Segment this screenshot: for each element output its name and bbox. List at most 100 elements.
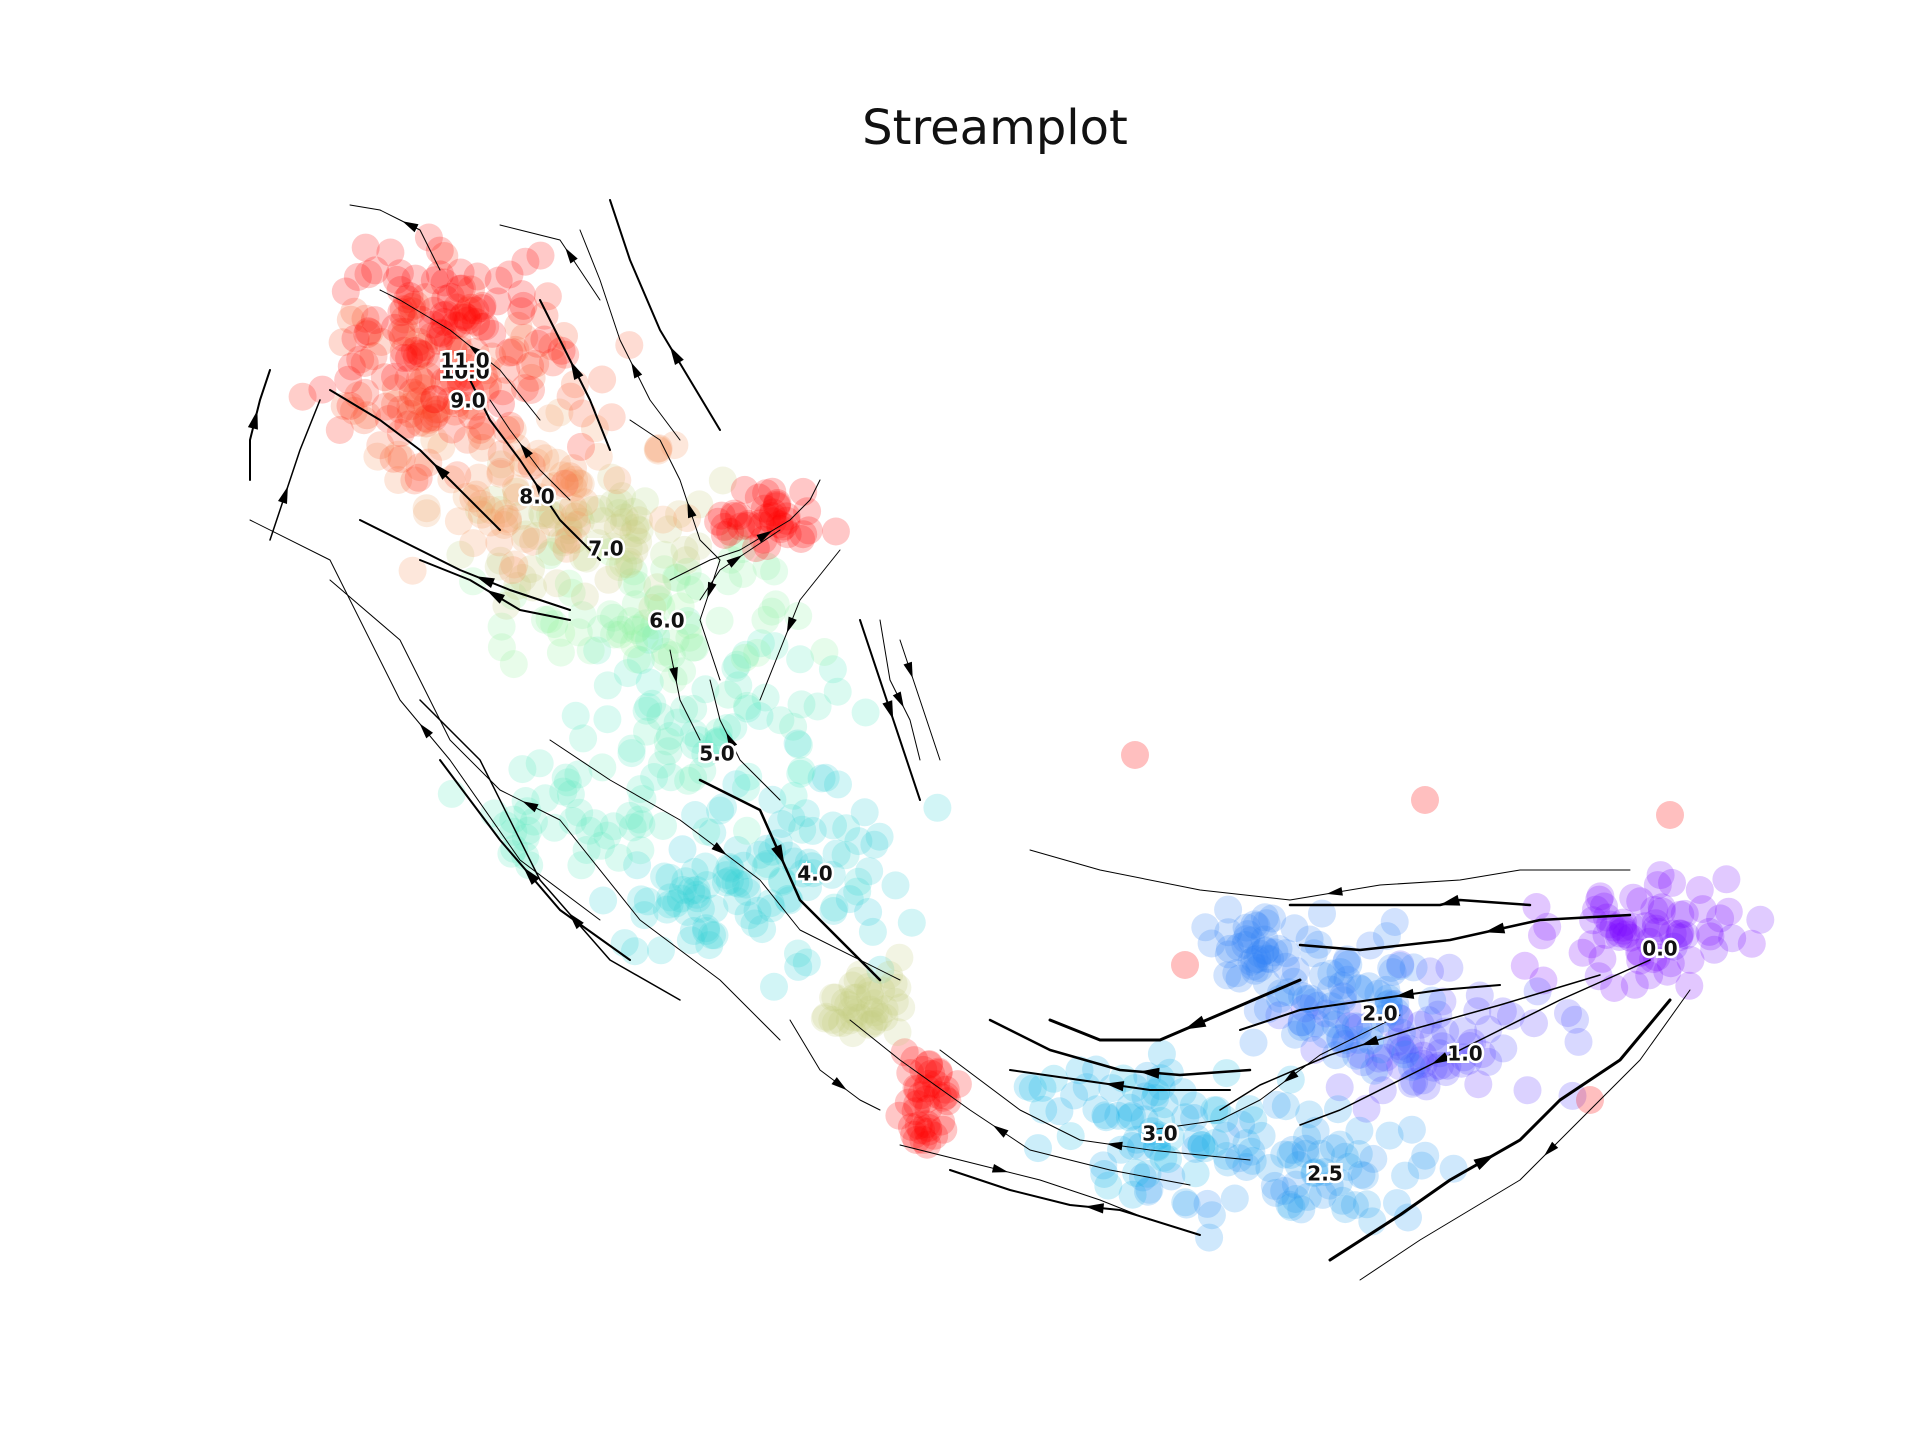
cell-point bbox=[360, 306, 389, 335]
cell-point bbox=[1522, 893, 1551, 921]
cell-point bbox=[596, 537, 625, 566]
cell-point bbox=[1439, 1154, 1468, 1183]
stream-line bbox=[1048, 978, 1302, 1042]
cell-point bbox=[1256, 945, 1285, 974]
cell-point bbox=[1577, 930, 1606, 959]
cluster-label: 10.0 bbox=[440, 360, 489, 384]
cell-point bbox=[691, 852, 720, 881]
cell-point bbox=[1291, 1134, 1320, 1163]
cell-point bbox=[500, 550, 529, 579]
cell-point bbox=[752, 552, 781, 581]
cell-point bbox=[1308, 1180, 1337, 1209]
cell-point bbox=[445, 274, 474, 303]
cluster-label: 0.0 bbox=[1642, 937, 1677, 961]
cell-point bbox=[474, 371, 503, 400]
cell-point bbox=[1212, 1142, 1241, 1170]
cell-point bbox=[583, 636, 612, 665]
cell-point bbox=[821, 1008, 850, 1037]
cell-point bbox=[732, 870, 761, 899]
cell-point bbox=[466, 415, 494, 444]
cell-point bbox=[1082, 1095, 1111, 1124]
cell-point bbox=[1579, 906, 1608, 935]
cell-point bbox=[789, 520, 818, 549]
cell-point bbox=[400, 336, 429, 365]
cell-point bbox=[897, 908, 926, 937]
cell-point bbox=[1029, 1095, 1058, 1124]
cell-point bbox=[384, 466, 413, 494]
cell-point bbox=[757, 894, 786, 923]
cell-point bbox=[464, 463, 493, 492]
cell-point bbox=[593, 821, 622, 850]
cell-point bbox=[623, 570, 652, 599]
cell-point bbox=[1295, 1100, 1324, 1129]
cell-point bbox=[1187, 1131, 1216, 1160]
cell-point bbox=[625, 506, 653, 535]
stream-arrow bbox=[771, 844, 785, 865]
cell-point bbox=[1311, 1020, 1340, 1049]
cell-point bbox=[1291, 1139, 1320, 1168]
cell-point bbox=[429, 301, 458, 330]
cell-point bbox=[909, 1125, 938, 1154]
cell-point bbox=[721, 653, 750, 682]
cell-point bbox=[1317, 959, 1346, 988]
cell-point bbox=[1656, 801, 1684, 829]
cell-point bbox=[514, 816, 543, 845]
cell-point bbox=[753, 850, 782, 878]
cell-point bbox=[605, 553, 634, 582]
cell-point bbox=[620, 536, 649, 565]
cell-point bbox=[486, 459, 515, 488]
cell-point bbox=[1488, 997, 1517, 1026]
cell-point bbox=[459, 529, 488, 558]
cell-point bbox=[1155, 1058, 1184, 1087]
cell-point bbox=[607, 615, 636, 644]
cell-point bbox=[1396, 1026, 1425, 1055]
cell-point bbox=[633, 887, 662, 916]
cell-point bbox=[659, 665, 688, 694]
cell-point bbox=[860, 989, 889, 1018]
cell-point bbox=[1385, 1004, 1414, 1033]
cell-point bbox=[647, 750, 676, 779]
cell-point bbox=[501, 474, 530, 503]
cell-point bbox=[414, 362, 443, 391]
cell-point bbox=[350, 406, 378, 435]
cell-point bbox=[810, 1004, 839, 1033]
cell-point bbox=[1271, 1092, 1300, 1121]
stream-arrow bbox=[1439, 894, 1461, 906]
cell-point bbox=[1406, 1046, 1435, 1075]
cell-point bbox=[454, 306, 482, 335]
cell-point bbox=[1213, 1148, 1242, 1177]
cell-point bbox=[649, 505, 678, 534]
cell-point bbox=[557, 578, 586, 607]
cell-point bbox=[1412, 1072, 1441, 1101]
cell-point bbox=[425, 395, 454, 424]
cell-point bbox=[1409, 1041, 1438, 1070]
cell-point bbox=[564, 760, 593, 789]
cell-point bbox=[384, 440, 413, 469]
cell-point bbox=[486, 450, 515, 479]
cell-point bbox=[484, 552, 513, 581]
cell-point bbox=[572, 836, 601, 864]
stream-line bbox=[469, 379, 601, 561]
cell-point bbox=[457, 275, 485, 304]
cell-point bbox=[624, 527, 653, 556]
cell-point bbox=[1225, 933, 1253, 961]
cell-point bbox=[1293, 1182, 1322, 1211]
cell-point bbox=[1619, 883, 1648, 912]
cell-point bbox=[1576, 1086, 1604, 1114]
cell-point bbox=[650, 643, 679, 672]
cell-point bbox=[649, 812, 677, 840]
cell-point bbox=[663, 708, 692, 737]
cell-point bbox=[656, 763, 685, 792]
cell-point bbox=[830, 988, 859, 1017]
cell-point bbox=[1428, 987, 1457, 1016]
cell-point bbox=[1529, 966, 1558, 995]
cell-point bbox=[1281, 1185, 1310, 1213]
cell-point bbox=[443, 461, 472, 490]
cell-point bbox=[616, 607, 645, 636]
cell-point bbox=[1253, 995, 1282, 1024]
cell-point bbox=[700, 894, 729, 923]
cell-point bbox=[858, 1009, 887, 1038]
cell-point bbox=[412, 499, 441, 528]
cell-point bbox=[452, 303, 481, 332]
cell-point bbox=[1523, 977, 1552, 1006]
